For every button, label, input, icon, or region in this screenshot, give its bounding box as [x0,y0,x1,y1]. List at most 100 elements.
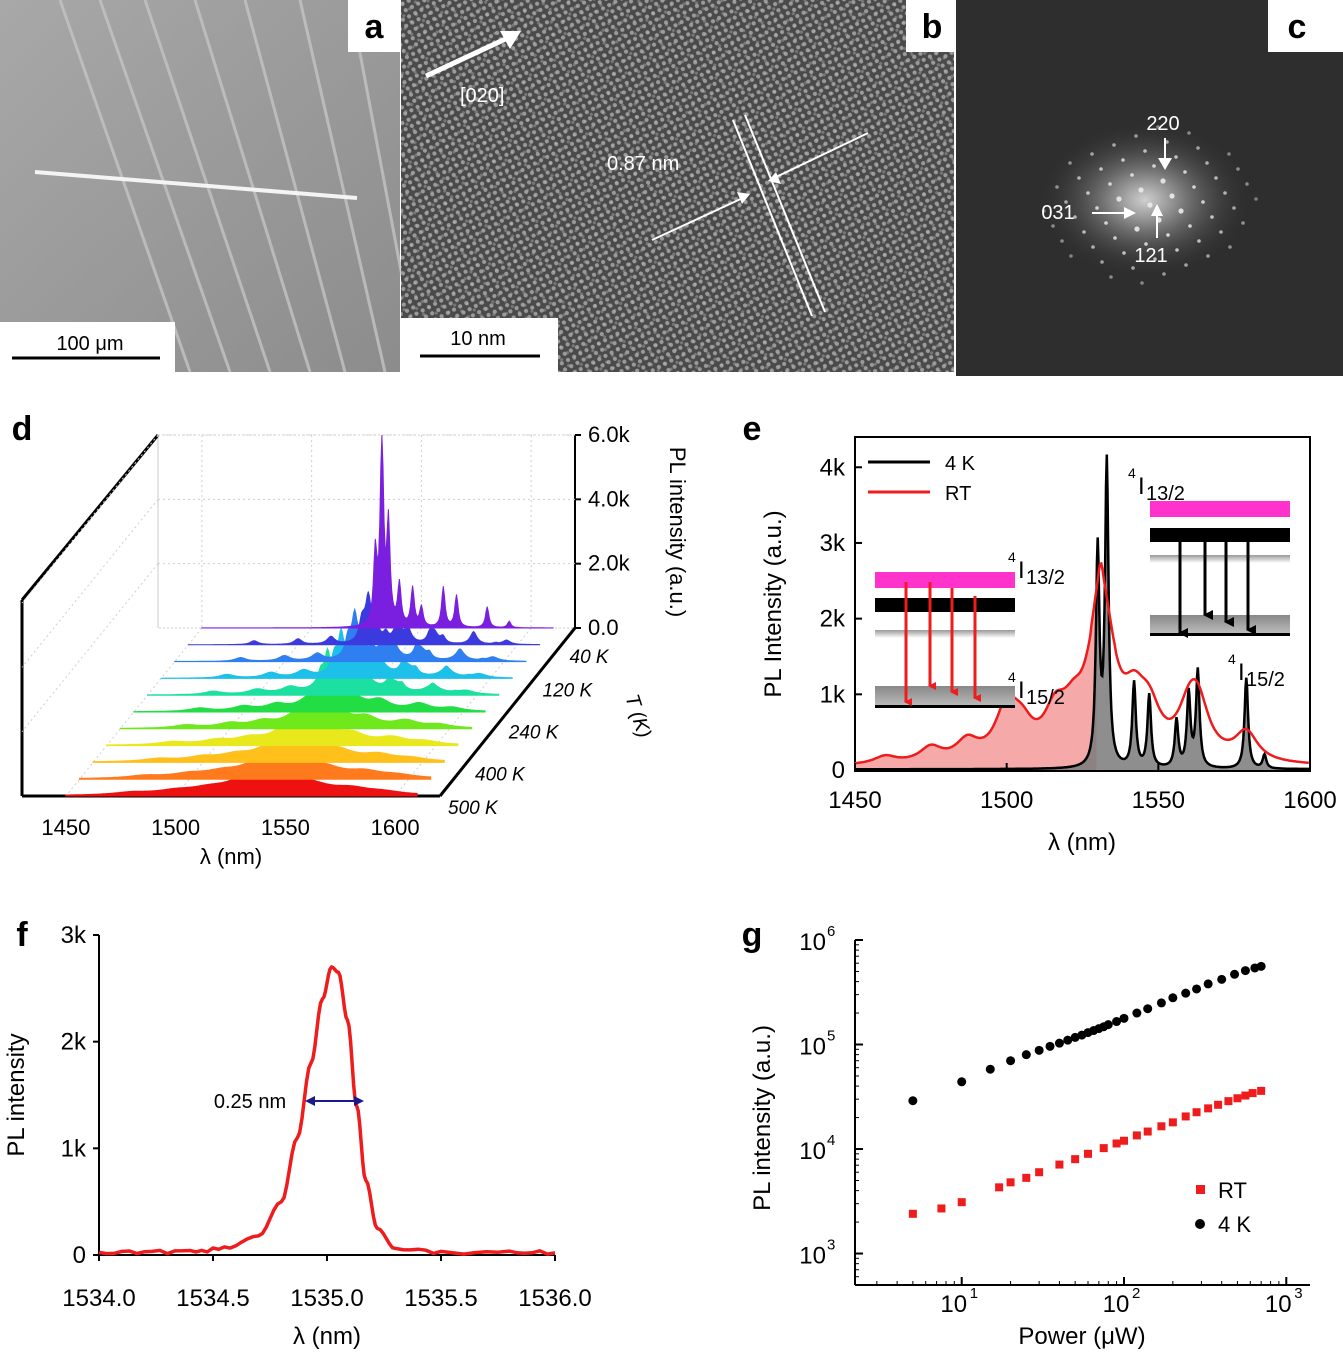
f-xtick: 1536.0 [518,1285,591,1312]
d-gridline [21,434,159,604]
diffraction-spot [1166,233,1170,237]
panel-c-fft-image: 220 031 121 c [956,0,1343,376]
k4-upper-sup: 4 [1128,465,1136,481]
d-ttick: 240 K [508,722,560,743]
diffraction-spot [1109,275,1113,279]
spot-label-031: 031 [1041,202,1074,224]
scale-bar-box-b [401,318,558,372]
diffraction-spot [1082,230,1086,234]
g-point-4k [1240,966,1250,976]
diffraction-spot [1219,230,1223,234]
e-legend: 4 K RT [868,453,976,505]
diffraction-spot [1060,239,1064,243]
diffraction-spot [1108,182,1112,186]
g-ylabel: PL intensity (a.u.) [749,1025,776,1211]
panel-label-d: d [12,410,33,448]
diffraction-spot [1077,176,1081,180]
diffraction-spot [1232,206,1236,210]
diffraction-spot [1104,221,1108,225]
d-gridline [394,627,532,797]
g-point-rt [1241,1091,1250,1100]
k4-upper-band [1150,501,1290,517]
diffraction-spot [1055,185,1059,189]
f-xtick: 1534.0 [62,1285,135,1312]
diffraction-spot [1113,236,1117,240]
d-xtick: 1450 [41,815,90,840]
g-point-rt [1224,1097,1233,1106]
f-xtick: 1535.5 [404,1285,477,1312]
e-rt-fill [855,589,1097,770]
f-ytick: 1k [61,1135,87,1162]
g-point-4k [985,1064,995,1074]
e-ytick: 3k [820,530,846,557]
diffraction-spot [1100,260,1104,264]
diffraction-spot [1183,170,1187,174]
k4-lower-sub: 15/2 [1246,669,1285,691]
diffraction-spot [1099,167,1103,171]
g-point-rt [1083,1149,1092,1158]
scale-bar-label-b: 10 nm [450,328,506,350]
d-xtick: 1500 [151,815,200,840]
fringe-line-2 [744,114,826,313]
diffraction-spot [1175,248,1179,252]
rt-upper-base: I [1018,557,1025,584]
diffraction-spot [1042,209,1046,213]
g-point-4k [1103,1020,1113,1030]
diffraction-spot [1174,155,1178,159]
g-point-4k [1217,974,1227,984]
d-gridline [21,499,159,668]
g-ytick-exp: 5 [827,1028,835,1045]
diffraction-spot [1184,263,1188,267]
g-xlabel: Power (μW) [1018,1323,1145,1350]
g-point-4k [1045,1041,1055,1051]
rt-transition-arrows [904,582,981,706]
diffraction-spot [1131,266,1135,270]
diffraction-spot [1064,200,1068,204]
direction-arrow [424,33,514,79]
g-point-rt [1055,1160,1064,1169]
g-point-rt [1157,1122,1166,1131]
e-ytick: 1k [820,681,846,708]
d-ytick: 0.0 [588,615,619,640]
energy-diagram-4k: 4 I 13/2 4 I 15/2 [1128,465,1290,691]
diffraction-spot [1165,140,1169,144]
rt-lower-band [875,686,1015,706]
g-point-4k [1168,993,1178,1003]
e-legend-4k: 4 K [945,453,976,475]
diffraction-spot [1090,152,1094,156]
rt-upper-level [875,598,1015,612]
diffraction-spot [1254,197,1258,201]
k4-upper-sub: 13/2 [1146,483,1185,505]
diffraction-spot [1130,173,1134,177]
g-point-4k [1132,1008,1142,1018]
g-xtick: 10 [940,1291,967,1318]
g-xtick: 10 [1103,1291,1130,1318]
spacing-label: 0.87 nm [607,153,679,175]
diffraction-spot [1138,187,1144,193]
g-point-rt [908,1209,917,1218]
e-legend-rt: RT [945,483,971,505]
d-ttick: 400 K [475,764,526,785]
diffraction-spot [1188,224,1192,228]
g-point-4k [1054,1038,1064,1048]
e-plot-frame [854,436,1311,772]
f-ytick: 0 [73,1242,86,1269]
k4-lower-base: I [1238,659,1245,686]
g-point-rt [1143,1127,1152,1136]
e-ytick: 4k [820,454,846,481]
panel-label-box-a [348,0,400,52]
diffraction-spot [1068,161,1072,165]
rt-upper-band [875,572,1015,588]
g-point-4k [1006,1056,1016,1066]
rt-lower-sub: 15/2 [1026,687,1065,709]
d-ttick: 120 K [543,680,594,701]
d-zlabel: T (K) [620,692,655,741]
panel-label-f: f [16,916,28,954]
k4-upper-base: I [1138,473,1145,500]
panel-label-a: a [365,8,385,46]
diffraction-spot [1196,146,1200,150]
direction-arrowhead [500,31,521,49]
rt-upper-sup: 4 [1008,549,1016,565]
diffraction-spot [1112,143,1116,147]
g-point-rt [1022,1173,1031,1182]
